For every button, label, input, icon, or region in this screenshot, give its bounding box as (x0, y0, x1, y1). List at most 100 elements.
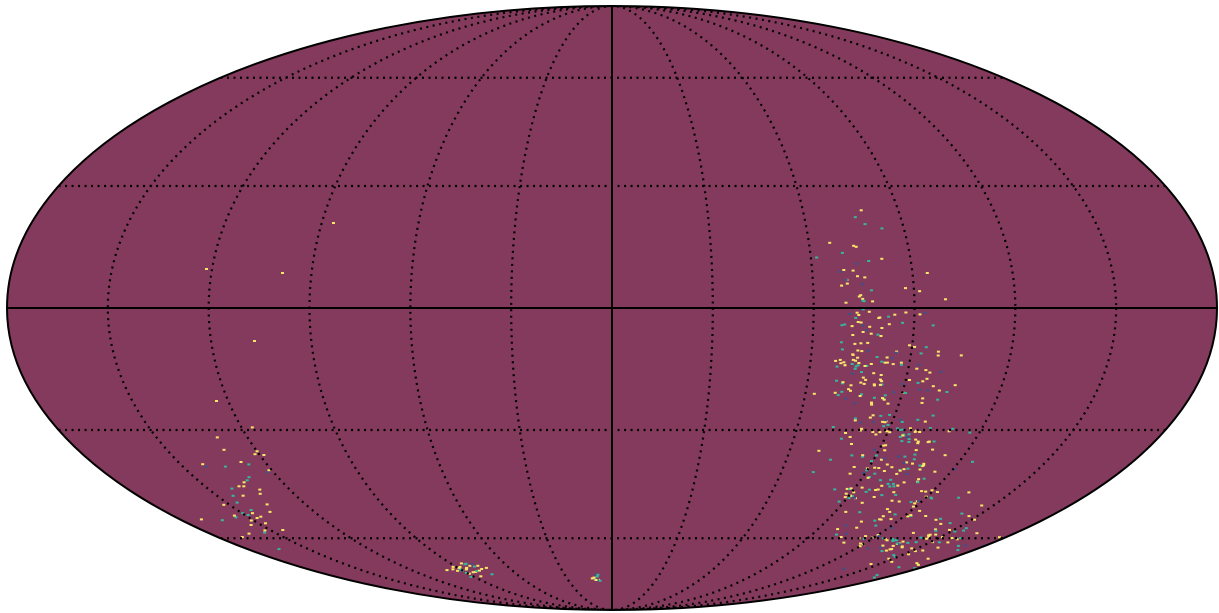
speckle (973, 518, 976, 521)
speckle (850, 495, 854, 498)
speckle (268, 510, 272, 513)
speckle (905, 436, 909, 438)
speckle (831, 426, 835, 428)
speckle (858, 429, 862, 432)
speckle (869, 563, 873, 566)
speckle (928, 371, 932, 374)
speckle (281, 272, 284, 274)
speckle (888, 548, 892, 551)
speckle (851, 269, 855, 272)
speckle (915, 367, 919, 370)
speckle (923, 311, 927, 314)
speckle (882, 425, 886, 428)
speckle (882, 457, 886, 460)
speckle (856, 275, 859, 278)
speckle (891, 540, 895, 542)
speckle (950, 537, 954, 539)
speckle (835, 379, 838, 382)
speckle (908, 344, 911, 347)
speckle (914, 541, 918, 544)
speckle (946, 568, 950, 571)
speckle (936, 350, 940, 353)
speckle (849, 389, 852, 392)
speckle (862, 382, 866, 385)
speckle (858, 421, 862, 424)
speckle (445, 569, 449, 572)
speckle (840, 324, 844, 327)
speckle (852, 244, 856, 247)
speckle (852, 491, 856, 494)
speckle (889, 518, 893, 521)
speckle (849, 487, 853, 490)
speckle (892, 391, 896, 394)
speckle (247, 463, 251, 466)
speckle (876, 488, 880, 491)
speckle (264, 522, 267, 525)
speckle (844, 432, 847, 434)
speckle-layer (199, 209, 1011, 586)
speckle (883, 394, 887, 397)
speckle (833, 391, 837, 394)
speckle (859, 542, 862, 545)
speckle (839, 341, 843, 344)
speckle (936, 398, 940, 401)
speckle (879, 335, 883, 337)
speckle (959, 354, 963, 357)
speckle (874, 524, 878, 527)
speckle (922, 477, 926, 480)
speckle (900, 545, 904, 548)
speckle (883, 421, 887, 424)
speckle (470, 563, 474, 566)
speckle (919, 536, 923, 539)
speckle (918, 468, 922, 471)
speckle (250, 426, 254, 429)
speckle (908, 379, 911, 381)
speckle (594, 579, 598, 581)
speckle (877, 467, 881, 469)
speckle (891, 482, 895, 485)
speckle (249, 524, 253, 526)
speckle (855, 311, 859, 314)
speckle (946, 541, 950, 544)
speckle (879, 414, 883, 417)
speckle (917, 500, 920, 503)
speckle (953, 530, 957, 533)
speckle (281, 529, 285, 531)
speckle (880, 494, 884, 497)
speckle (850, 363, 854, 365)
speckle (880, 380, 884, 383)
speckle (882, 444, 886, 447)
speckle (241, 494, 245, 497)
speckle (890, 499, 894, 502)
speckle (873, 519, 877, 522)
speckle (900, 420, 904, 423)
speckle (867, 310, 871, 313)
speckle (980, 504, 984, 507)
speckle (921, 397, 925, 400)
speckle (247, 532, 251, 535)
speckle (894, 351, 898, 354)
speckle (222, 448, 226, 451)
speckle (478, 569, 481, 572)
speckle (880, 484, 884, 487)
speckle (886, 402, 890, 405)
speckle (844, 301, 848, 304)
speckle (848, 436, 852, 438)
speckle (834, 359, 838, 362)
speckle (901, 321, 905, 324)
speckle (855, 262, 859, 265)
speckle (844, 278, 848, 281)
speckle (829, 458, 832, 461)
speckle (902, 468, 906, 471)
speckle (967, 515, 971, 518)
speckle (844, 492, 848, 495)
speckle (812, 392, 816, 395)
speckle (963, 544, 967, 547)
speckle (953, 468, 957, 471)
speckle (868, 325, 872, 328)
speckle (839, 437, 843, 440)
speckle (955, 538, 959, 541)
speckle (871, 414, 875, 417)
speckle (850, 443, 853, 445)
speckle (837, 500, 841, 503)
